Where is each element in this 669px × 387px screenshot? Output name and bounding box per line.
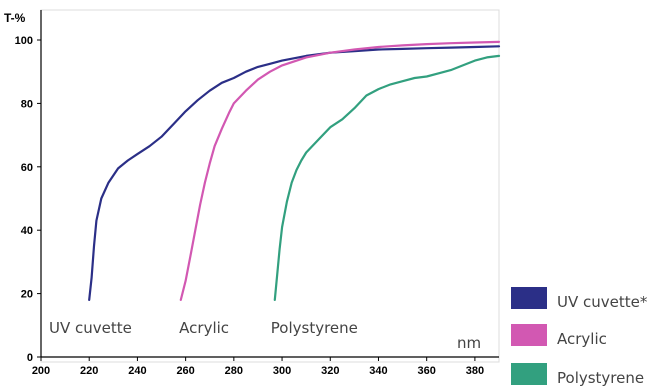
- x-tick-label: 220: [80, 365, 98, 377]
- x-tick-label: 280: [225, 365, 243, 377]
- annotations: UV cuvette Acrylic Polystyrene: [49, 319, 358, 337]
- legend-item-polystyrene: Polystyrene: [511, 363, 669, 387]
- series-line-polystyrene: [273, 54, 501, 301]
- y-tick-label: 0: [27, 352, 33, 364]
- x-tick-label: 340: [369, 365, 387, 377]
- x-tick-label: 240: [128, 365, 146, 377]
- series-line-uv-cuvette: [88, 45, 501, 301]
- y-tick-label: 20: [21, 289, 33, 301]
- x-tick-label: 320: [321, 365, 339, 377]
- annotation-acrylic: Acrylic: [179, 319, 229, 337]
- annotation-uv-cuvette: UV cuvette: [49, 319, 132, 337]
- x-tick-label: 200: [32, 365, 50, 377]
- y-tick-label: 40: [21, 225, 33, 237]
- legend-swatch-polystyrene: [511, 363, 547, 385]
- y-axis-label: T-%: [4, 11, 26, 25]
- legend-item-acrylic: Acrylic: [511, 324, 669, 348]
- legend-item-uv-cuvette: UV cuvette*: [511, 287, 669, 311]
- x-tick-label: 380: [466, 365, 484, 377]
- legend-label-acrylic: Acrylic: [557, 330, 607, 348]
- y-tick-label: 60: [21, 162, 33, 174]
- series-group: [88, 40, 501, 301]
- y-tick-label: 80: [21, 98, 33, 110]
- x-tick-label: 260: [176, 365, 194, 377]
- annotation-polystyrene: Polystyrene: [271, 319, 358, 337]
- x-tick-label: 360: [418, 365, 436, 377]
- x-axis-label: nm: [457, 334, 481, 352]
- x-tick-label: 300: [273, 365, 291, 377]
- legend-label-polystyrene: Polystyrene: [557, 369, 645, 387]
- y-tick-label: 100: [15, 35, 33, 47]
- series-line-acrylic: [179, 40, 501, 301]
- legend-swatch-uv-cuvette: [511, 287, 547, 309]
- legend-label-uv-cuvette: UV cuvette*: [557, 293, 648, 311]
- axes: 0 20 40 60 80 100 200 220 240 260 280 300 320 340 360 3…: [15, 10, 499, 377]
- plot-area: [40, 9, 500, 363]
- legend-swatch-acrylic: [511, 324, 547, 346]
